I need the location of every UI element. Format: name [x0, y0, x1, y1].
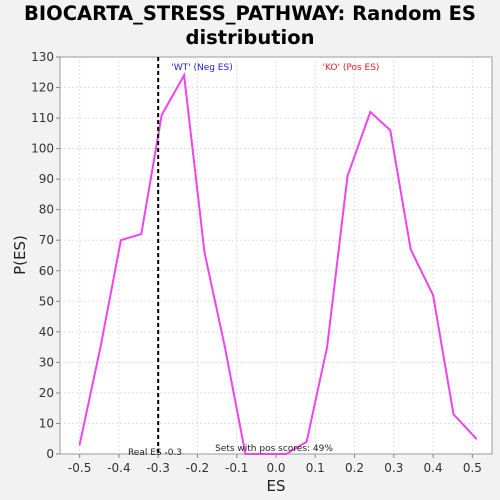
es-distribution-line [78, 72, 478, 455]
y-tick-label: 60 [39, 264, 54, 278]
x-tick-label: -0.2 [186, 461, 209, 475]
chart-title: BIOCARTA_STRESS_PATHWAY: Random ES distr… [0, 2, 500, 50]
real-es-label: Real ES -0.3 [128, 448, 182, 458]
y-tick-label: 80 [39, 203, 54, 217]
data-point [140, 233, 143, 235]
data-point [160, 114, 163, 116]
x-tick-label: -0.1 [225, 461, 248, 475]
data-point [475, 437, 478, 440]
pos-scores-label: Sets with pos scores: 49% [215, 444, 333, 454]
x-axis-title: ES [267, 477, 286, 495]
plot-area [59, 56, 493, 455]
data-point [120, 239, 122, 242]
grid-lines [60, 57, 492, 454]
y-axis: 0 10 20 30 40 50 60 70 80 90 100 110 120 130 [31, 50, 60, 461]
y-tick-label: 110 [31, 111, 54, 125]
x-tick-label: 0.2 [345, 461, 364, 475]
x-tick-label: 0.1 [306, 461, 325, 475]
y-tick-label: 70 [39, 233, 54, 247]
data-point [346, 175, 349, 177]
data-point [203, 251, 206, 254]
x-tick-label: -0.3 [146, 461, 169, 475]
y-tick-label: 0 [46, 447, 54, 461]
data-point [99, 346, 102, 348]
x-axis: -0.5 -0.4 -0.3 -0.2 -0.1 0.0 0.1 0.2 0.3 0.4 0.5 [68, 454, 482, 475]
chart-title-line-1: BIOCARTA_STRESS_PATHWAY: Random ES [24, 2, 476, 25]
series-layer [78, 72, 478, 455]
y-tick-label: 40 [39, 325, 54, 339]
data-point [78, 444, 81, 446]
y-tick-label: 120 [31, 81, 54, 95]
y-tick-label: 100 [31, 142, 54, 156]
neg-es-label: 'WT' (Neg ES) [171, 63, 232, 73]
data-point [452, 413, 455, 416]
x-tick-label: 0.4 [424, 461, 443, 475]
y-tick-label: 130 [31, 50, 54, 64]
data-point [369, 111, 372, 113]
x-tick-label: 0.5 [463, 461, 482, 475]
data-point [183, 74, 185, 77]
data-point [264, 453, 267, 455]
x-tick-label: -0.5 [68, 461, 91, 475]
pos-es-label: 'KO' (Pos ES) [323, 63, 380, 73]
chart-title-line-2: distribution [185, 26, 315, 49]
x-tick-label: -0.4 [107, 461, 130, 475]
y-tick-label: 30 [39, 355, 54, 369]
data-point [224, 346, 226, 348]
data-point [389, 129, 392, 132]
data-point [409, 248, 412, 251]
y-axis-title: P(ES) [11, 235, 29, 275]
x-tick-label: 0.0 [266, 461, 285, 475]
data-point [305, 440, 308, 443]
data-point [432, 294, 434, 297]
y-tick-label: 50 [39, 294, 54, 308]
y-tick-label: 10 [39, 416, 54, 430]
y-tick-label: 90 [39, 172, 54, 186]
y-tick-label: 20 [39, 386, 54, 400]
data-point [244, 453, 247, 455]
data-point [326, 346, 328, 348]
data-point [285, 453, 288, 455]
x-tick-label: 0.3 [384, 461, 403, 475]
